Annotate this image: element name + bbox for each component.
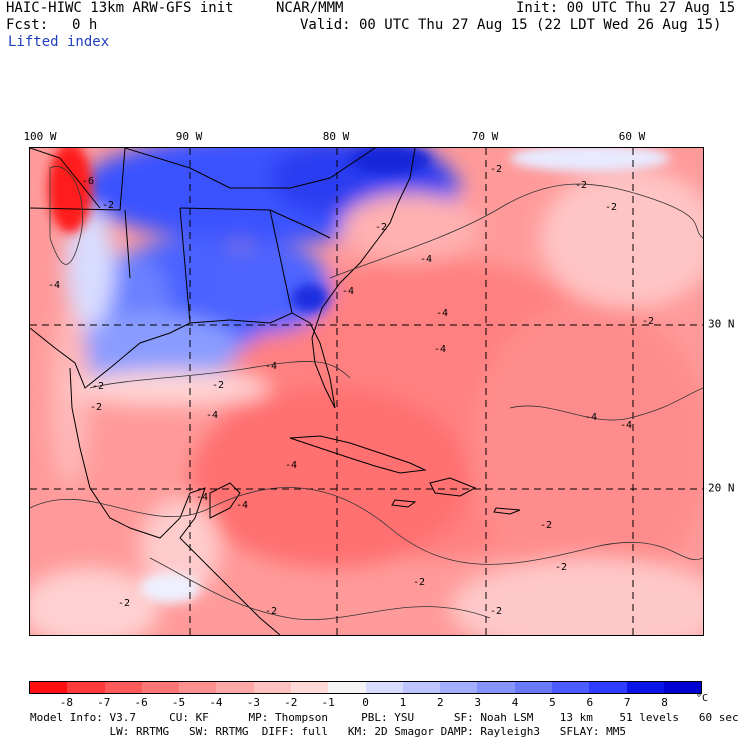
- lon-label-70w: 70 W: [471, 130, 499, 143]
- field-shading: [30, 148, 703, 635]
- colorbar-swatch: [328, 682, 366, 693]
- coastlines: [30, 148, 521, 635]
- contour-label: -2: [555, 562, 567, 573]
- lat-label-30n: 30 N: [708, 317, 735, 331]
- lifted-index-map: -6 -2 -4 -2 -2 -4 -4 -4 -4 -2 -4 -4 -2 -…: [29, 147, 704, 636]
- colorbar-tick-label: 0: [362, 696, 369, 709]
- model-info-line1: Model Info: V3.7 CU: KF MP: Thompson PBL…: [30, 711, 739, 724]
- colorbar-tick-label: -2: [284, 696, 298, 709]
- contour-label: -4: [196, 492, 208, 503]
- contour-label: -4: [265, 361, 277, 372]
- contour-label: -2: [212, 380, 224, 391]
- colorbar-swatch: [626, 682, 664, 693]
- colorbar-tick-label: -8: [59, 696, 73, 709]
- lon-label-60w: 60 W: [618, 130, 646, 143]
- colorbar-swatch: [551, 682, 590, 693]
- colorbar-swatch: [514, 682, 552, 693]
- contour-label: -2: [540, 520, 552, 531]
- contour-label: -6: [82, 176, 94, 187]
- lon-label-80w: 80 W: [322, 130, 350, 143]
- contour-label: -2: [118, 598, 130, 609]
- contour-label: -2: [102, 200, 114, 211]
- contour-label: -2: [92, 381, 104, 392]
- organization-label: NCAR/MMM: [276, 0, 344, 16]
- forecast-label: Fcst:: [6, 17, 49, 33]
- lon-label-90w: 90 W: [175, 130, 203, 143]
- contour-label: -4: [620, 420, 632, 431]
- colorbar-tick-label: 3: [474, 696, 481, 709]
- colorbar-tick-label: -6: [134, 696, 148, 709]
- contour-label: -2: [575, 180, 587, 191]
- contour-label: -4: [420, 254, 432, 265]
- field-name: Lifted index: [8, 34, 110, 50]
- forecast-hour: 0 h: [72, 17, 98, 33]
- contour-label: -4: [342, 286, 354, 297]
- colorbar-swatch: [663, 682, 702, 693]
- colorbar-swatch: [141, 682, 180, 693]
- colorbar-swatch: [365, 682, 403, 693]
- colorbar-swatch: [179, 682, 217, 693]
- contour-label: -2: [490, 164, 502, 175]
- contour-label: -2: [90, 402, 102, 413]
- colorbar: [29, 681, 702, 694]
- colorbar-tick-label: -4: [209, 696, 223, 709]
- contour-label: -2: [413, 577, 425, 588]
- contour-lines: [30, 166, 703, 621]
- colorbar-swatch: [402, 682, 441, 693]
- colorbar-tick-label: 5: [549, 696, 556, 709]
- colorbar-swatch: [253, 682, 291, 693]
- colorbar-unit: °C: [696, 693, 709, 704]
- lat-label-20n: 20 N: [708, 481, 735, 495]
- colorbar-tick-label: 7: [623, 696, 631, 709]
- colorbar-tick-label: -1: [321, 696, 335, 709]
- map-canvas: -6 -2 -4 -2 -2 -4 -4 -4 -4 -2 -4 -4 -2 -…: [30, 148, 703, 635]
- colorbar-tick-label: -3: [246, 696, 260, 709]
- latlon-grid: [30, 148, 703, 635]
- contour-label: -2: [375, 222, 387, 233]
- colorbar-swatch: [440, 682, 478, 693]
- colorbar-tick-label: -5: [171, 696, 186, 709]
- colorbar-swatch: [290, 682, 329, 693]
- colorbar-swatch: [477, 682, 515, 693]
- colorbar-tick-label: 4: [511, 696, 519, 709]
- contour-label: -2: [490, 606, 502, 617]
- contour-label: -4: [285, 460, 297, 471]
- colorbar-tick-label: -7: [97, 696, 111, 709]
- contour-label: -2: [605, 202, 617, 213]
- contour-label: -4: [434, 344, 446, 355]
- init-time: Init: 00 UTC Thu 27 Aug 15: [516, 0, 736, 16]
- colorbar-swatch: [30, 682, 68, 693]
- colorbar-tick-label: 2: [436, 696, 444, 709]
- colorbar-swatch: [216, 682, 254, 693]
- contour-label: -4: [48, 280, 60, 291]
- contour-label: -4: [436, 308, 448, 319]
- contour-label: -2: [642, 316, 654, 327]
- colorbar-tick-label: 1: [399, 696, 407, 709]
- colorbar-swatch: [67, 682, 105, 693]
- lon-label-100w: 100 W: [23, 130, 57, 143]
- model-info-line2: LW: RRTMG SW: RRTMG DIFF: full KM: 2D Sm…: [30, 725, 627, 738]
- min-lifted-index-area: [48, 148, 92, 233]
- contour-label: -4: [206, 410, 218, 421]
- colorbar-tick-label: 6: [586, 696, 594, 709]
- colorbar-tick-label: 8: [661, 696, 668, 709]
- contour-label: -4: [585, 412, 597, 423]
- colorbar-swatch: [589, 682, 627, 693]
- model-title: HAIC-HIWC 13km ARW-GFS init: [6, 0, 234, 16]
- contour-label: -4: [236, 500, 248, 511]
- contour-label: -2: [265, 606, 277, 617]
- colorbar-swatch: [104, 682, 142, 693]
- valid-time: Valid: 00 UTC Thu 27 Aug 15 (22 LDT Wed …: [300, 17, 722, 33]
